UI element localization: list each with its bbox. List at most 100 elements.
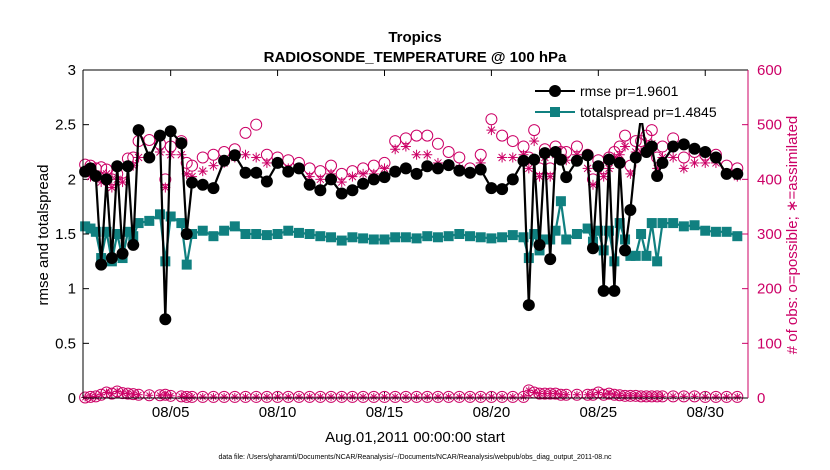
obs-bottom-marker <box>709 390 722 403</box>
obs-assimilated-stroke <box>487 126 496 134</box>
obs-bottom-marker <box>474 390 487 403</box>
obs-assimilated-marker <box>529 136 540 147</box>
rmse-marker <box>720 167 733 180</box>
totalspread-marker <box>604 225 615 236</box>
rmse-marker <box>346 184 359 197</box>
obs-assimilated-stroke <box>626 170 635 178</box>
obs-possible-marker <box>453 151 466 164</box>
obs-assimilated-stroke <box>241 150 250 159</box>
totalspread-marker <box>261 230 272 241</box>
totalspread-marker <box>336 235 347 246</box>
totalspread-marker <box>614 218 625 229</box>
obs-bottom-marker <box>228 390 241 403</box>
totalspread-marker <box>678 221 689 232</box>
obs-possible-marker <box>421 129 434 142</box>
obs-bottom-stroke <box>413 393 420 401</box>
totalspread-marker <box>411 233 422 244</box>
rmse-marker <box>357 177 370 190</box>
totalspread-marker <box>160 256 171 267</box>
totalspread-marker <box>112 229 123 239</box>
obs-bottom-stroke <box>231 393 238 401</box>
obs-bottom-marker <box>143 389 156 402</box>
y-left-tick-label: 2.5 <box>55 117 76 134</box>
x-tick-label: 08/20 <box>473 404 511 421</box>
rmse-marker <box>410 167 423 180</box>
totalspread-marker <box>710 226 721 237</box>
obs-bottom-stroke <box>445 393 452 401</box>
rmse-marker <box>560 171 573 184</box>
obs-bottom-marker <box>421 390 434 403</box>
obs-assimilated-stroke <box>690 159 699 167</box>
rmse-marker <box>517 154 530 167</box>
obs-assimilated-stroke <box>161 183 170 192</box>
y-right-tick-label: 400 <box>757 171 782 188</box>
obs-bottom-stroke <box>402 393 410 401</box>
obs-bottom-stroke <box>242 393 249 401</box>
totalspread-marker <box>529 229 540 239</box>
totalspread-marker <box>133 218 144 229</box>
obs-assimilated-marker <box>208 160 219 171</box>
rmse-marker <box>196 178 209 191</box>
legend-rmse-label: rmse pr=1.9601 <box>580 83 679 99</box>
chart-title: Tropics <box>388 29 441 46</box>
obs-bottom-marker <box>367 390 380 403</box>
obs-bottom-stroke <box>285 393 292 401</box>
x-tick-label: 08/05 <box>152 404 190 421</box>
rmse-marker <box>89 170 102 183</box>
obs-assimilated-marker <box>261 157 272 168</box>
obs-assimilated-marker <box>347 171 358 182</box>
obs-bottom-stroke <box>135 391 142 398</box>
obs-bottom-circle <box>731 390 744 403</box>
obs-bottom-marker <box>250 390 263 403</box>
obs-bottom-stroke <box>274 393 281 401</box>
totalspread-marker <box>240 229 251 239</box>
obs-assimilated-marker <box>251 152 262 163</box>
totalspread-marker <box>283 225 294 236</box>
obs-assimilated-stroke <box>412 150 421 159</box>
obs-assimilated-stroke <box>498 153 506 162</box>
obs-assimilated-stroke <box>348 172 357 181</box>
obs-possible-marker <box>442 146 455 158</box>
obs-bottom-stroke <box>381 393 388 401</box>
rmse-marker <box>100 173 113 186</box>
obs-assimilated-marker <box>422 149 433 160</box>
totalspread-marker <box>475 232 486 243</box>
totalspread-marker <box>219 225 230 236</box>
y-left-tick-label: 1 <box>68 281 76 298</box>
totalspread-marker <box>668 218 679 229</box>
totalspread-marker <box>657 218 668 229</box>
rmse-marker <box>95 258 108 271</box>
totalspread-marker <box>721 226 732 237</box>
obs-bottom-stroke <box>509 393 516 401</box>
totalspread-marker <box>641 250 652 261</box>
rmse-marker <box>485 182 498 195</box>
obs-assimilated-marker <box>358 168 369 179</box>
obs-assimilated-stroke <box>402 142 410 151</box>
obs-assimilated-marker <box>507 152 518 163</box>
obs-assimilated-marker <box>668 152 679 163</box>
rmse-marker <box>608 284 621 297</box>
obs-bottom-stroke <box>210 393 217 401</box>
totalspread-marker <box>326 232 337 243</box>
obs-assimilated-marker <box>133 152 144 163</box>
rmse-marker <box>533 238 546 251</box>
x-tick-label: 08/15 <box>366 404 404 421</box>
legend-spread-marker <box>550 107 560 117</box>
obs-assimilated-stroke <box>530 137 539 145</box>
obs-possible-marker <box>239 126 252 139</box>
obs-bottom-marker <box>378 390 391 403</box>
obs-bottom-marker <box>399 390 412 403</box>
rmse-marker <box>239 166 252 179</box>
obs-assimilated-stroke <box>701 159 710 167</box>
y-left-tick-label: 0 <box>68 390 76 407</box>
rmse-marker <box>522 299 535 312</box>
rmse-marker <box>624 203 637 216</box>
obs-bottom-marker <box>720 390 733 403</box>
obs-possible-marker <box>431 137 444 150</box>
obs-assimilated-stroke <box>263 159 271 167</box>
obs-assimilated-marker <box>336 177 347 188</box>
obs-bottom-marker <box>164 389 177 402</box>
obs-assimilated-marker <box>598 171 609 182</box>
totalspread-marker <box>636 229 647 239</box>
obs-possible-marker <box>186 159 199 172</box>
